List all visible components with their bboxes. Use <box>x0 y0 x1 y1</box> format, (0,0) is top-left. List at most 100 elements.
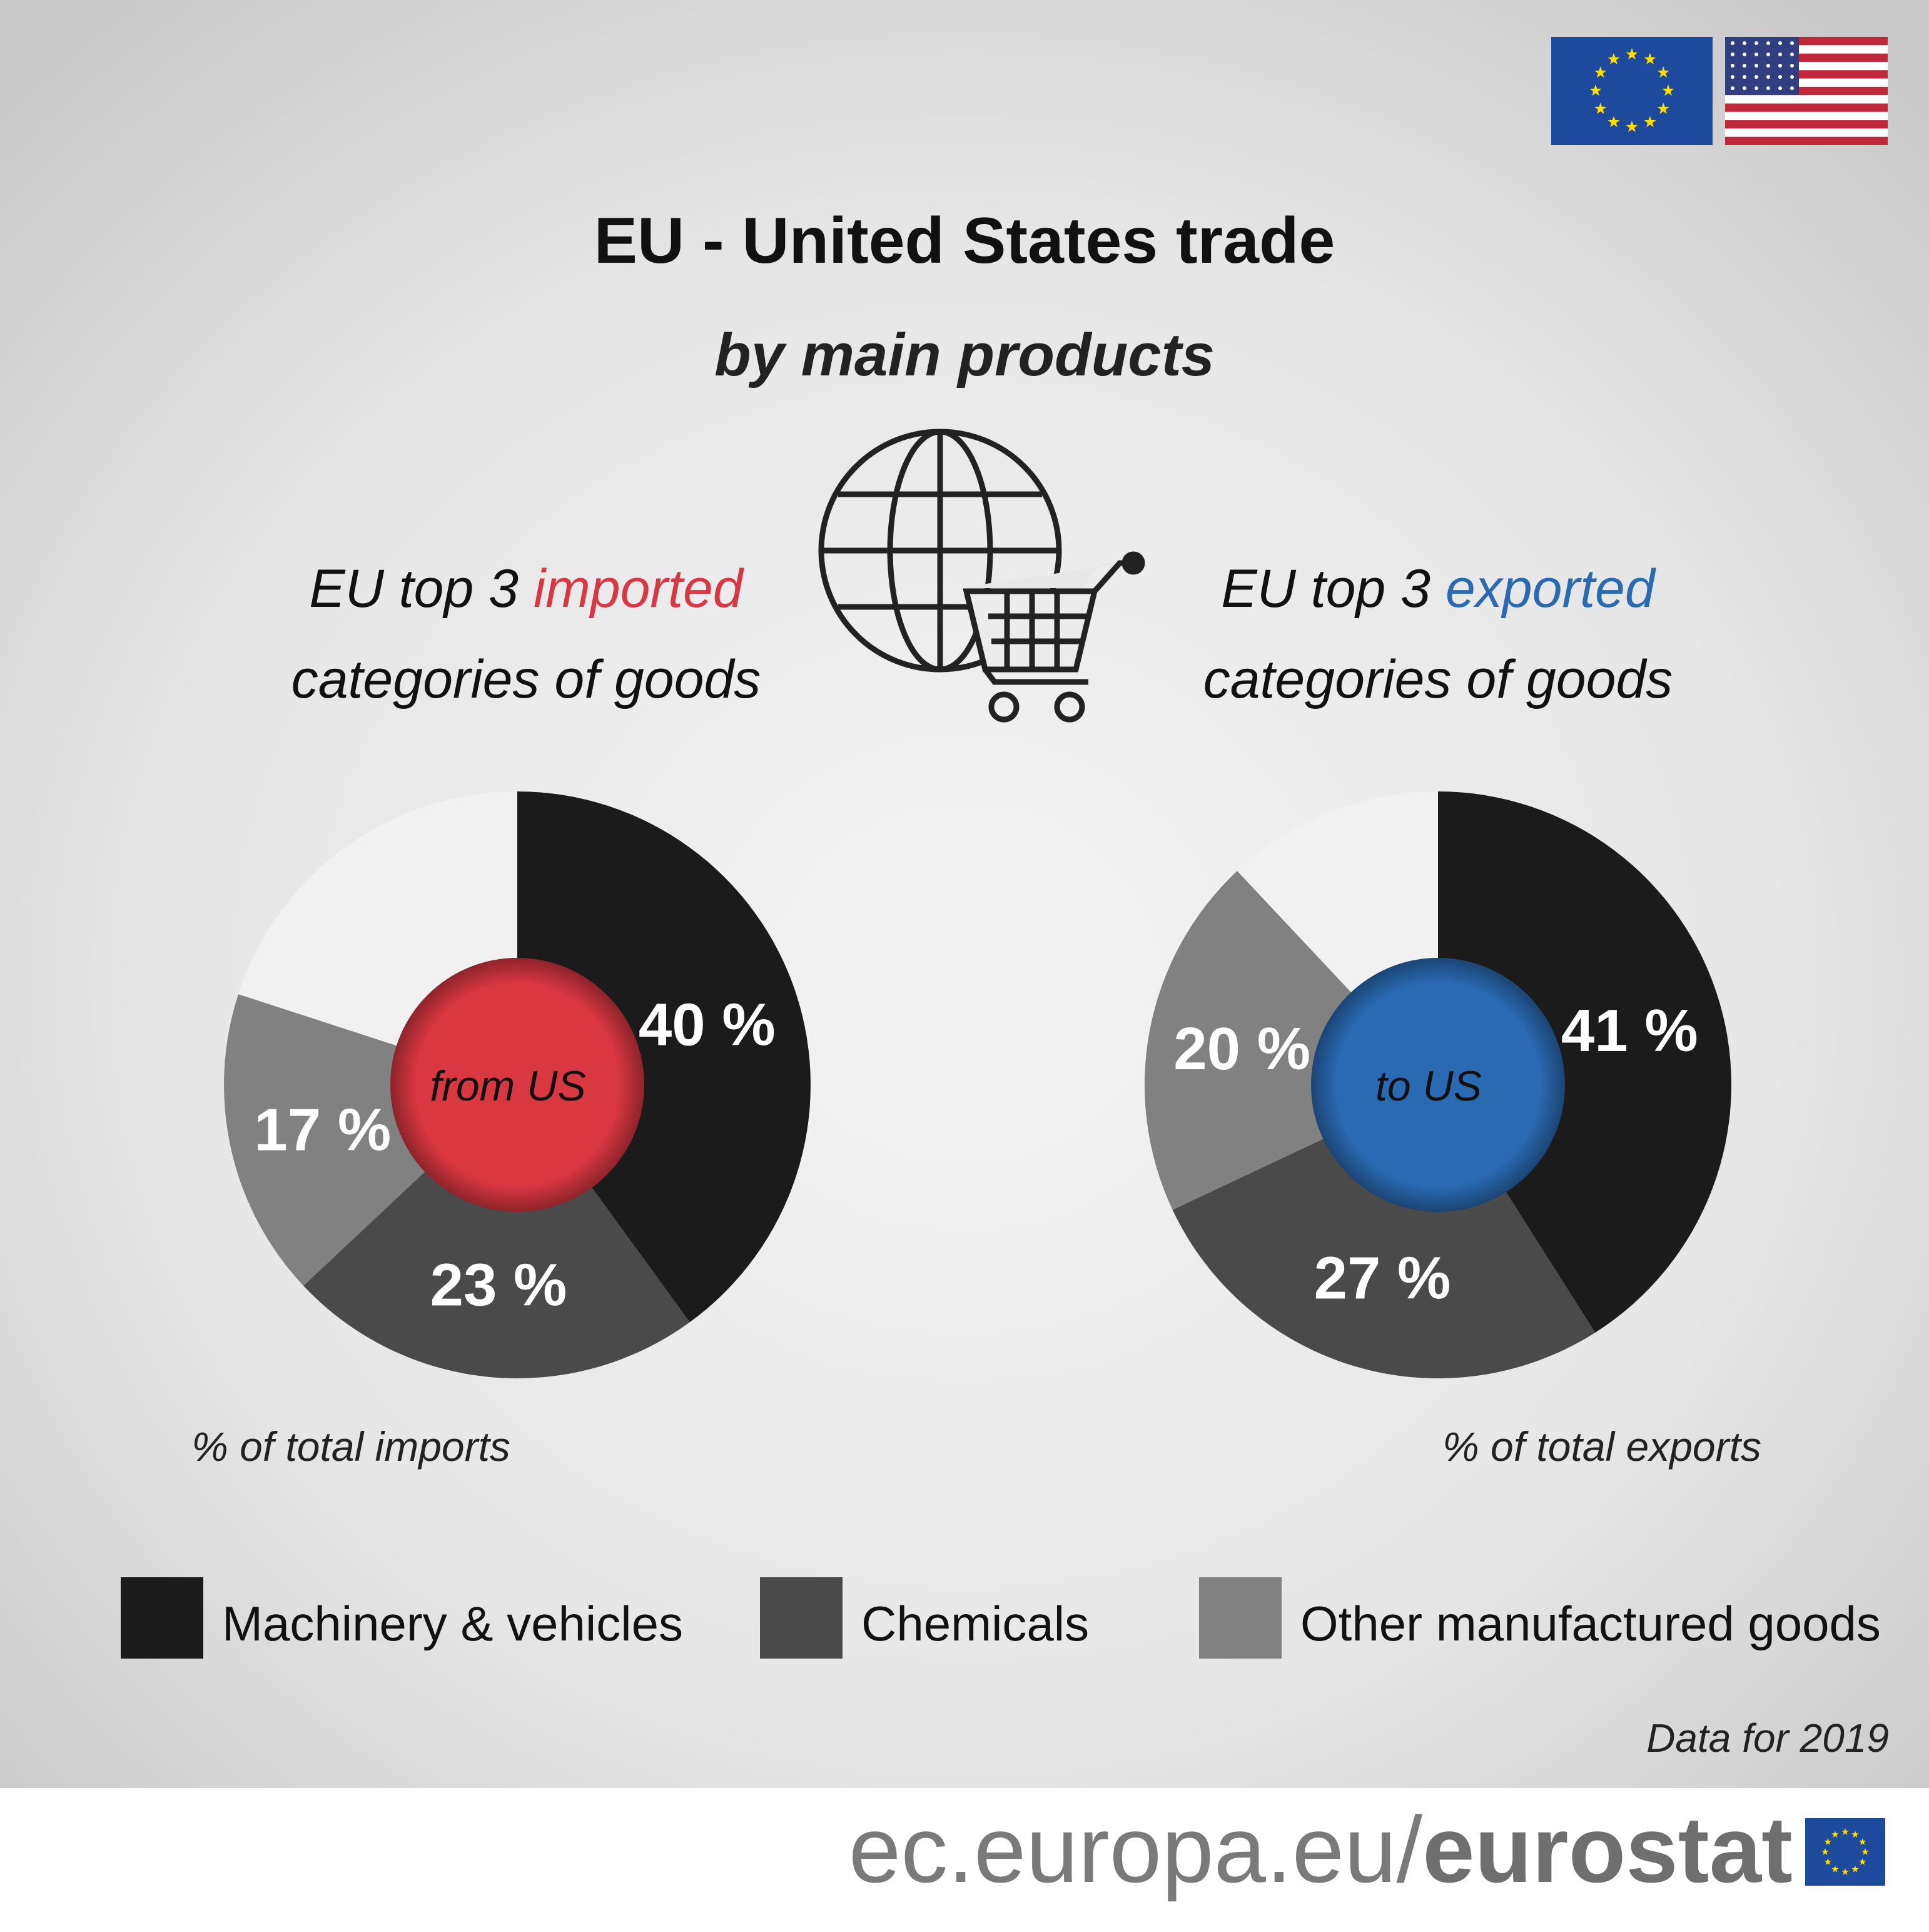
star <box>1608 116 1620 128</box>
value-label: 41 % <box>1561 997 1698 1064</box>
us-star <box>1790 64 1794 68</box>
source-note: Data for 2019 <box>1646 1716 1889 1761</box>
star <box>1824 1838 1831 1845</box>
legend-swatch <box>121 1577 203 1659</box>
star <box>1859 1838 1866 1845</box>
footer-band <box>0 1788 1929 1932</box>
center-label: from US <box>430 1062 585 1110</box>
us-star <box>1778 41 1782 45</box>
us-star <box>1790 86 1794 90</box>
pie-slice <box>303 1085 690 1379</box>
star <box>1657 66 1669 78</box>
star <box>1594 103 1607 114</box>
legend-label: Other manufactured goods <box>1300 1596 1881 1651</box>
us-star <box>1743 41 1746 45</box>
heading-text: EU top 3 <box>309 559 519 619</box>
us-star <box>1766 75 1770 79</box>
legend-label: Chemicals <box>861 1596 1089 1651</box>
us-star <box>1790 53 1794 56</box>
value-label: 17 % <box>254 1097 391 1164</box>
pie-note: % of total exports <box>1442 1423 1761 1470</box>
star <box>1821 1848 1829 1855</box>
pie-heading: categories of goods <box>1203 649 1673 709</box>
us-star <box>1743 75 1746 79</box>
us-star <box>1731 86 1734 90</box>
footer-url: ec.europa.eu/eurostat <box>849 1797 1793 1902</box>
us-star <box>1766 64 1770 68</box>
us-star <box>1778 53 1782 56</box>
subtitle: by main products <box>714 322 1215 389</box>
center-shade <box>390 958 644 1212</box>
star <box>1644 53 1656 64</box>
us-star <box>1743 86 1746 90</box>
star <box>1851 1865 1859 1873</box>
star <box>1626 48 1638 60</box>
pie-slice <box>517 791 811 1323</box>
us-star <box>1754 53 1758 56</box>
legend-label: Machinery & vehicles <box>222 1596 683 1651</box>
pie-heading: categories of goods <box>291 649 761 709</box>
star <box>1851 1831 1859 1838</box>
us-stripe <box>1725 103 1888 112</box>
us-canton <box>1725 37 1799 95</box>
us-star <box>1790 41 1794 45</box>
us-star <box>1754 86 1758 90</box>
us-star <box>1778 75 1782 79</box>
value-label: 40 % <box>639 991 776 1058</box>
footer-brand: eurostat <box>1422 1797 1793 1902</box>
us-star <box>1731 53 1734 56</box>
globe-cart-icon <box>818 429 1145 723</box>
center-shade <box>1311 958 1565 1212</box>
pie-note: % of total imports <box>191 1423 510 1470</box>
us-star <box>1754 75 1758 79</box>
us-star <box>1754 64 1758 68</box>
legend: Machinery & vehicles Chemicals Other manuf… <box>121 1577 1881 1659</box>
us-star <box>1766 41 1770 45</box>
star <box>1824 1858 1831 1865</box>
star <box>1861 1848 1869 1855</box>
star <box>1831 1831 1839 1838</box>
us-stripe <box>1725 120 1888 129</box>
heading-highlight: imported <box>534 559 745 619</box>
star <box>1594 66 1607 78</box>
us-star <box>1731 64 1734 68</box>
us-star <box>1743 53 1746 56</box>
star <box>1589 84 1602 96</box>
star <box>1841 1868 1849 1875</box>
pie-heading: EU top 3 imported <box>309 559 744 619</box>
pie-slice <box>1144 871 1438 1210</box>
legend-swatch <box>760 1577 843 1659</box>
value-label: 27 % <box>1314 1244 1451 1311</box>
star <box>1657 103 1669 114</box>
us-star <box>1778 64 1782 68</box>
star <box>1831 1865 1839 1873</box>
flags <box>1551 37 1888 145</box>
legend-swatch <box>1199 1577 1282 1659</box>
us-star <box>1731 41 1734 45</box>
star <box>1644 116 1656 128</box>
pie-heading: EU top 3 exported <box>1221 559 1656 619</box>
value-label: 20 % <box>1173 1015 1310 1082</box>
us-stripe <box>1725 136 1888 145</box>
us-star <box>1731 75 1734 79</box>
us-flag <box>1725 37 1888 145</box>
us-star <box>1754 41 1758 45</box>
value-label: 23 % <box>430 1252 567 1319</box>
us-star <box>1766 53 1770 56</box>
heading-highlight: exported <box>1445 559 1657 619</box>
pie-slice <box>1438 791 1732 1333</box>
us-star <box>1766 86 1770 90</box>
star <box>1859 1858 1866 1865</box>
star <box>1626 121 1638 133</box>
center-label: to US <box>1375 1062 1482 1110</box>
star <box>1608 53 1620 64</box>
star <box>1841 1828 1849 1835</box>
title: EU - United States trade <box>594 205 1335 277</box>
us-star <box>1790 75 1794 79</box>
footer-domain: ec.europa.eu/ <box>849 1797 1423 1902</box>
star <box>1662 84 1674 96</box>
heading-text: EU top 3 <box>1221 559 1430 619</box>
us-star <box>1778 86 1782 90</box>
